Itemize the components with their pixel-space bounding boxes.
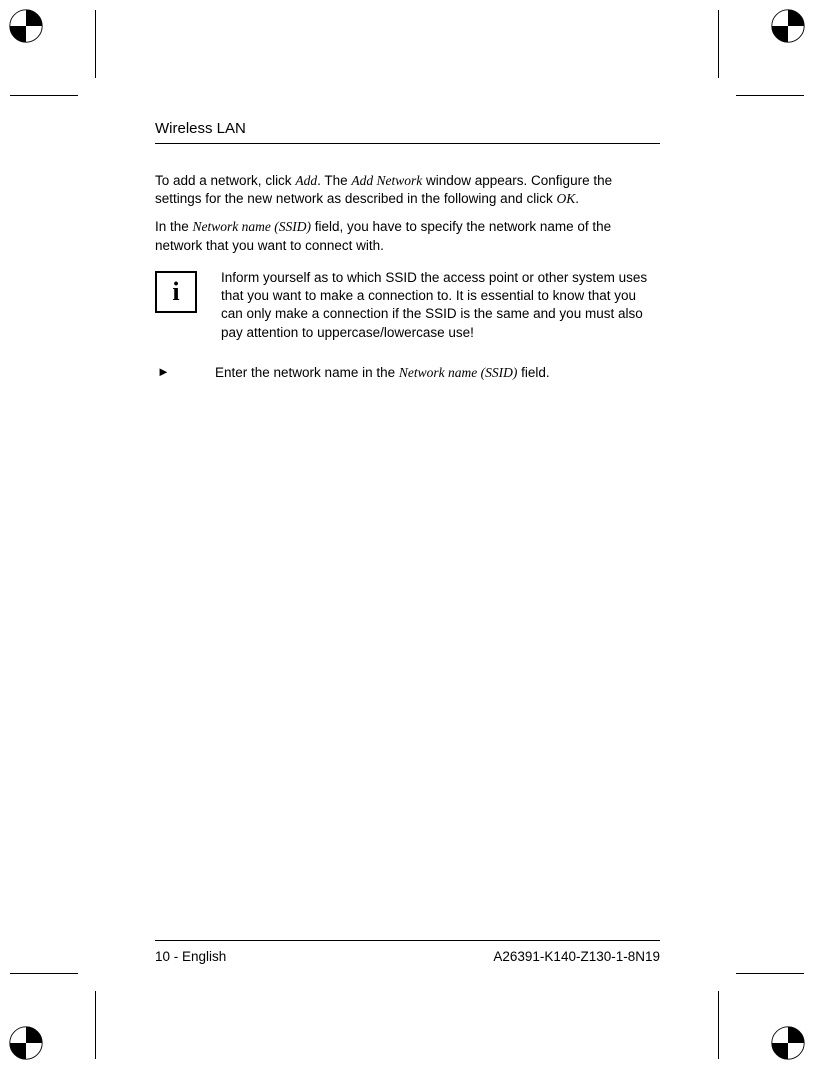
step-row: ► Enter the network name in the Network …	[155, 364, 660, 382]
text: field.	[517, 365, 549, 380]
text-italic: Add Network	[351, 173, 422, 188]
page-footer: 10 - English A26391-K140-Z130-1-8N19	[155, 940, 660, 964]
crop-mark	[10, 973, 78, 974]
crop-mark	[736, 95, 804, 96]
registration-mark-icon	[8, 8, 44, 44]
text-italic: Network name (SSID)	[399, 365, 517, 380]
footer-left: 10 - English	[155, 949, 226, 964]
crop-mark	[736, 973, 804, 974]
text: In the	[155, 219, 193, 234]
text-italic: Network name (SSID)	[193, 219, 311, 234]
text: . The	[317, 173, 351, 188]
crop-mark	[718, 991, 719, 1059]
info-text: Inform yourself as to which SSID the acc…	[221, 269, 660, 342]
text-italic: Add	[295, 173, 317, 188]
text: To add a network, click	[155, 173, 295, 188]
step-text: Enter the network name in the Network na…	[215, 364, 550, 382]
crop-mark	[95, 10, 96, 78]
crop-mark	[95, 991, 96, 1059]
text-italic: OK	[556, 191, 575, 206]
info-box: i Inform yourself as to which SSID the a…	[155, 269, 660, 342]
text: .	[575, 191, 579, 206]
registration-mark-icon	[770, 1025, 806, 1061]
paragraph-2: In the Network name (SSID) field, you ha…	[155, 218, 660, 254]
step-marker-icon: ►	[155, 364, 215, 379]
registration-mark-icon	[770, 8, 806, 44]
registration-mark-icon	[8, 1025, 44, 1061]
crop-mark	[10, 95, 78, 96]
paragraph-1: To add a network, click Add. The Add Net…	[155, 172, 660, 208]
footer-right: A26391-K140-Z130-1-8N19	[493, 949, 660, 964]
page-content: Wireless LAN To add a network, click Add…	[155, 120, 660, 382]
crop-mark	[718, 10, 719, 78]
info-icon: i	[155, 271, 197, 313]
text: Enter the network name in the	[215, 365, 399, 380]
page-header-title: Wireless LAN	[155, 120, 660, 144]
